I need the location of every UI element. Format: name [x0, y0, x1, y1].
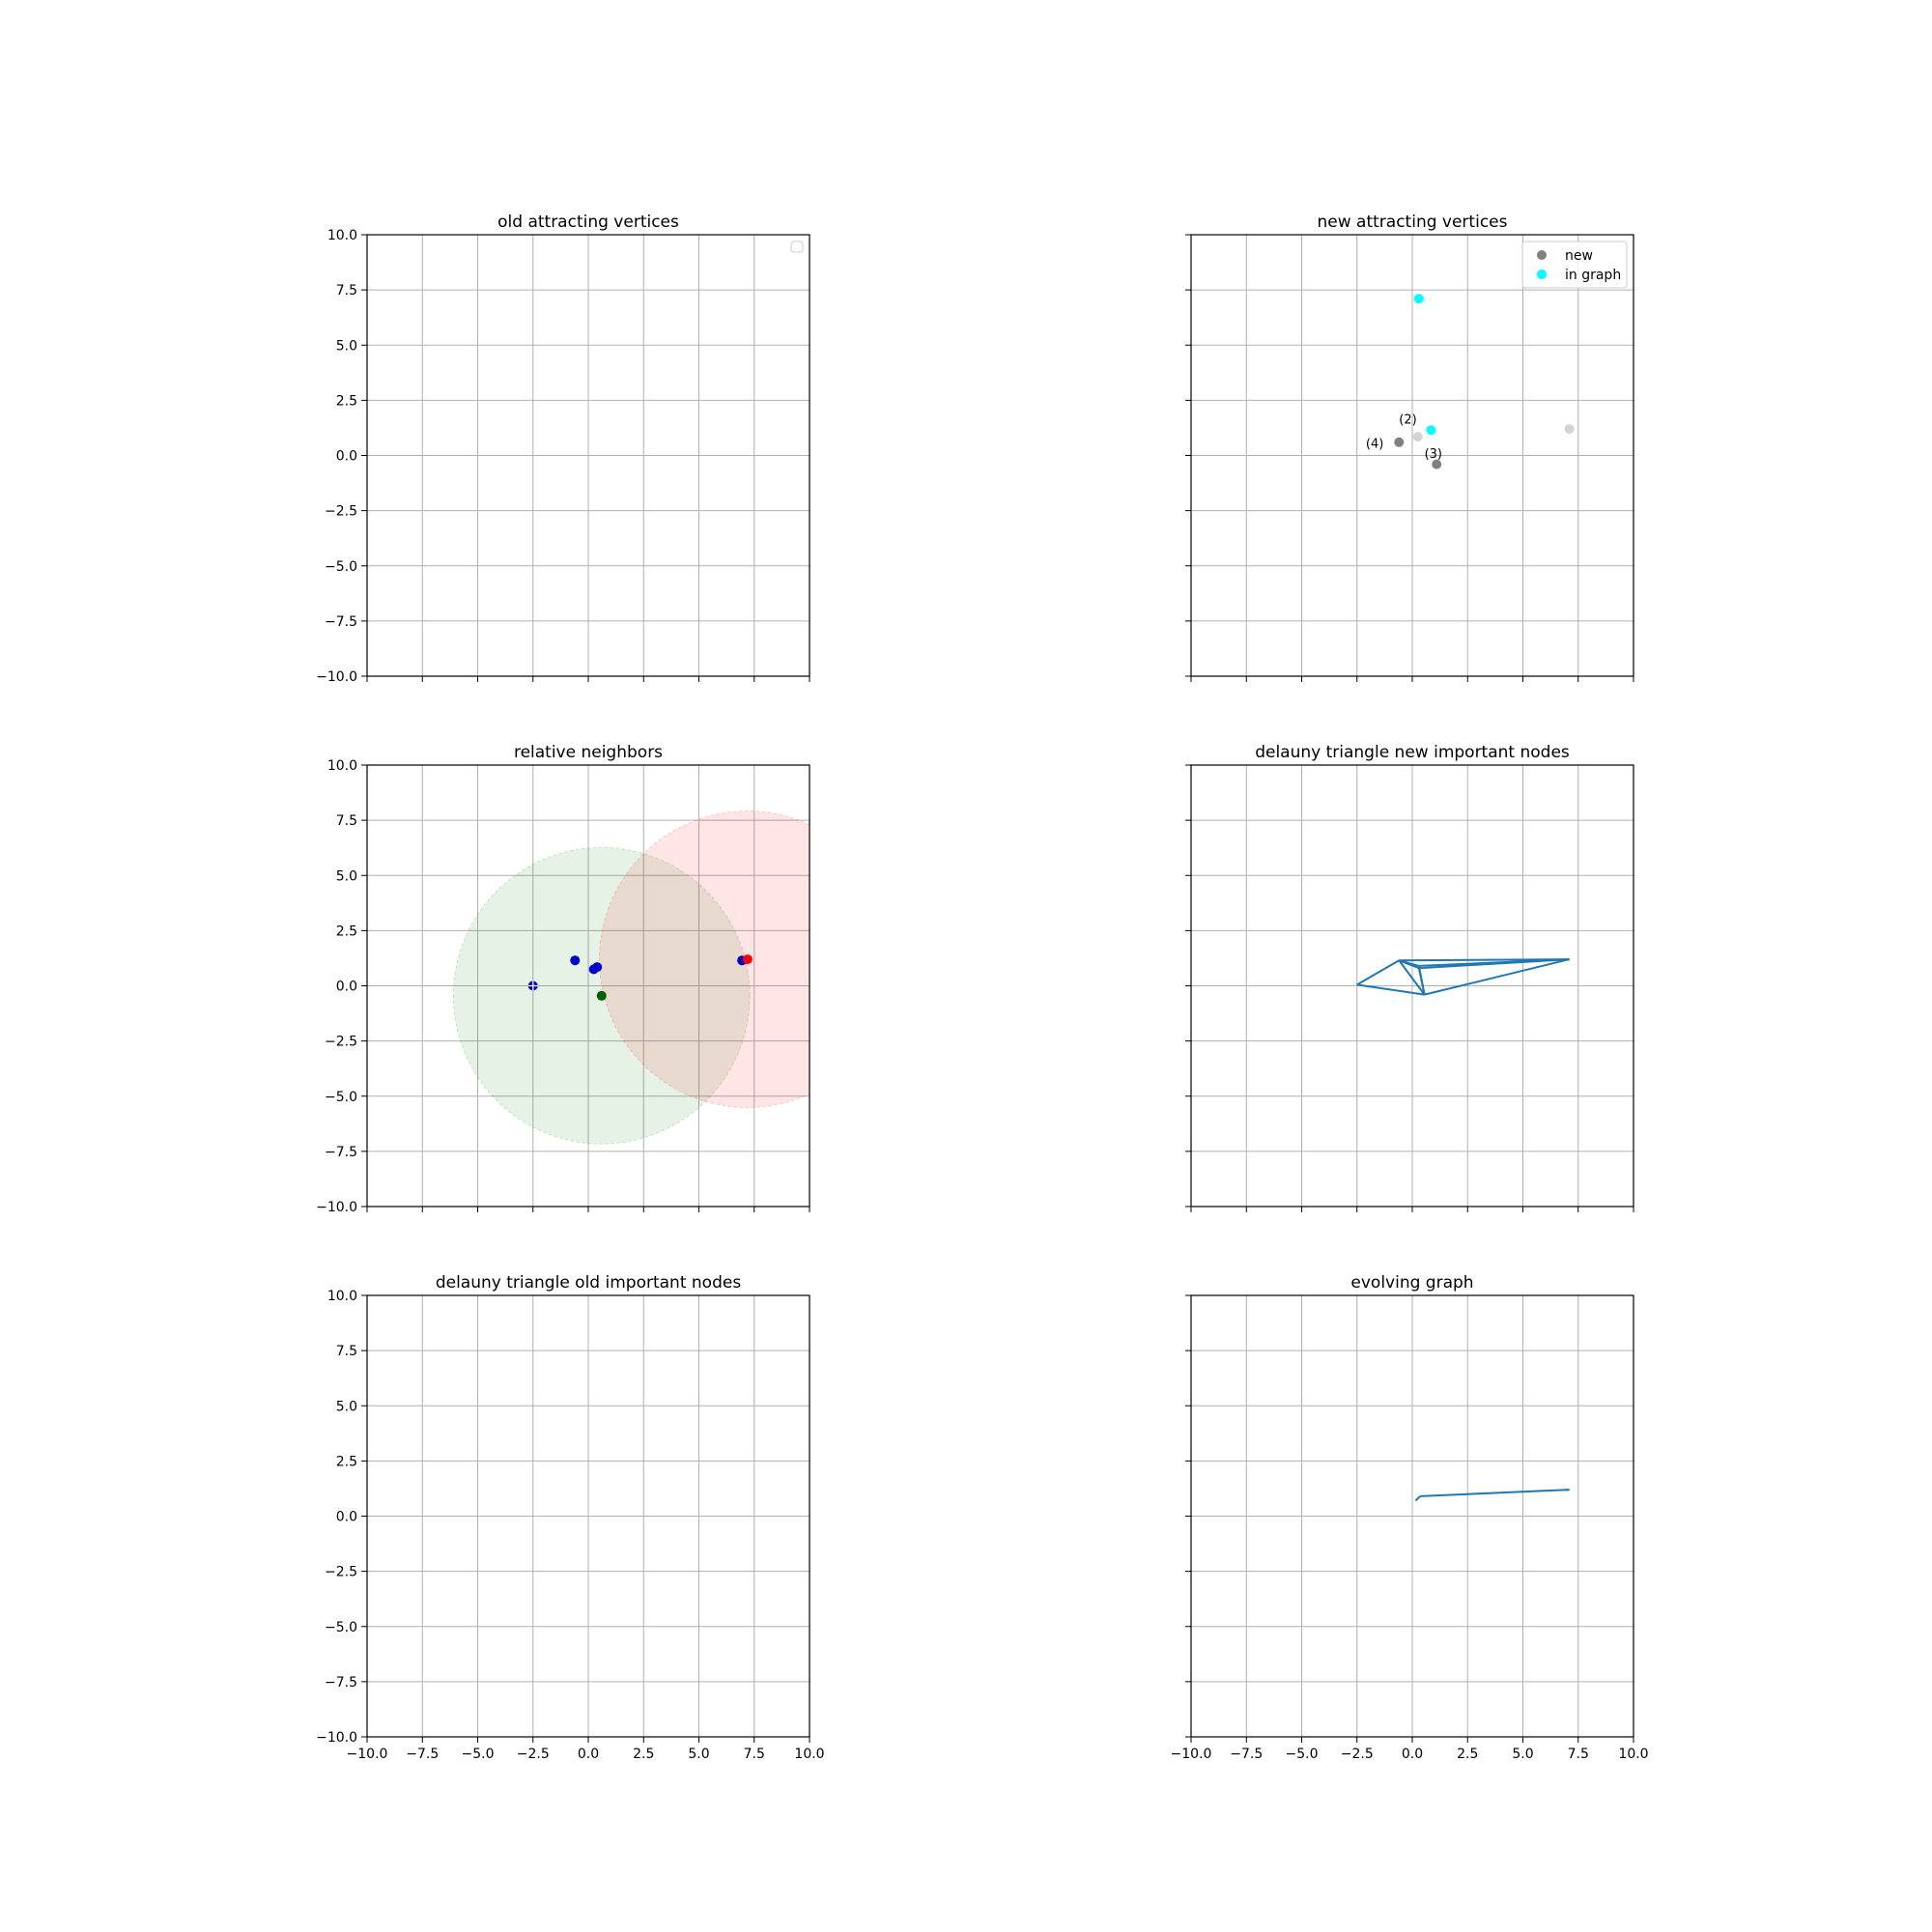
y-tick-label: −10.0 [316, 1730, 357, 1746]
x-tick-label: −10.0 [347, 1747, 388, 1762]
y-tick-label: −7.5 [325, 614, 357, 630]
y-tick-label: 0.0 [336, 980, 357, 995]
x-tick-label: 0.0 [578, 1747, 599, 1762]
legend: new in graph [1521, 241, 1628, 289]
edge-line [1414, 1495, 1421, 1502]
edge-line [1417, 965, 1426, 995]
x-tick-label: 7.5 [744, 1747, 765, 1762]
legend-marker [1537, 270, 1547, 279]
x-tick-label: 0.0 [1402, 1747, 1423, 1762]
y-tick-label: 7.5 [336, 283, 357, 298]
legend-marker [1537, 250, 1547, 260]
y-tick-label: −2.5 [325, 504, 357, 520]
point-annotation: (4) [1366, 438, 1383, 452]
legend-label: in graph [1565, 268, 1621, 283]
data-point [596, 990, 607, 1001]
y-tick-label: −10.0 [316, 1200, 357, 1215]
legend-box [1521, 241, 1628, 289]
edge-line [1356, 959, 1400, 986]
y-tick-label: 2.5 [336, 1454, 357, 1469]
y-tick-label: 5.0 [336, 868, 357, 884]
x-tick-label: −5.0 [462, 1747, 495, 1762]
y-tick-label: 7.5 [336, 1344, 357, 1359]
plot-area [1356, 958, 1570, 996]
data-point [1564, 424, 1575, 435]
y-tick-label: 2.5 [336, 923, 357, 939]
data-point [1432, 459, 1442, 469]
y-tick-label: −7.5 [325, 1675, 357, 1690]
x-tick-label: −2.5 [517, 1747, 550, 1762]
x-tick-label: −2.5 [1341, 1747, 1374, 1762]
data-point [1413, 294, 1424, 304]
plot-area [1394, 294, 1575, 469]
edge-line [1424, 958, 1570, 996]
x-tick-label: 10.0 [794, 1747, 824, 1762]
y-tick-label: −2.5 [325, 1565, 357, 1580]
y-tick-label: 2.5 [336, 393, 357, 409]
chart-delauny_new: delauny triangle new important nodes [1185, 743, 1634, 1212]
x-tick-label: 10.0 [1618, 1747, 1648, 1762]
y-tick-label: 5.0 [336, 338, 357, 354]
chart-title: delauny triangle old important nodes [436, 1273, 741, 1293]
y-tick-label: 5.0 [336, 1399, 357, 1414]
x-tick-label: 7.5 [1568, 1747, 1589, 1762]
x-tick-label: −5.0 [1286, 1747, 1319, 1762]
y-tick-label: −7.5 [325, 1145, 357, 1160]
point-annotation: (3) [1425, 447, 1442, 462]
chart-title: new attracting vertices [1318, 213, 1508, 232]
y-tick-label: −10.0 [316, 669, 357, 685]
chart-title: old attracting vertices [497, 213, 679, 232]
y-tick-label: −5.0 [325, 1620, 357, 1635]
x-tick-label: 5.0 [1512, 1747, 1533, 1762]
x-tick-label: −10.0 [1171, 1747, 1212, 1762]
y-tick-label: −5.0 [325, 559, 357, 575]
chart-old_attracting_vertices: −10.0 −7.5 −5.0 −2.5 0.0 2.5 5.0 7.5 10.0 old att… [316, 213, 810, 685]
edge-line [1419, 1489, 1570, 1497]
edge-line [1356, 983, 1425, 996]
data-point [1412, 432, 1423, 442]
y-tick-label: 10.0 [327, 1289, 357, 1304]
y-tick-label: −5.0 [325, 1090, 357, 1105]
chart-relative_neighbors: −10.0 −7.5 −5.0 −2.5 0.0 2.5 5.0 7.5 10.0 relativ… [316, 743, 810, 1215]
region-circle [598, 810, 810, 1108]
legend-label: new [1565, 248, 1593, 264]
chart-evolving_graph: −10.0 −7.5 −5.0 −2.5 0.0 2.5 5.0 7.5 10.0 evolvin… [1171, 1273, 1649, 1762]
data-point [1394, 437, 1405, 447]
chart-new_attracting_vertices: (2) (4) (3) new attracting vertices new in gr… [1185, 213, 1634, 682]
y-tick-label: 10.0 [327, 758, 357, 774]
legend-box [790, 241, 804, 253]
plot-area [1414, 1489, 1570, 1502]
chart-title: relative neighbors [514, 743, 663, 762]
edge-line [1398, 959, 1426, 996]
x-tick-label: 2.5 [633, 1747, 654, 1762]
y-tick-label: 7.5 [336, 813, 357, 829]
y-tick-label: 0.0 [336, 1510, 357, 1525]
y-tick-label: −2.5 [325, 1035, 357, 1050]
data-point [742, 954, 753, 965]
x-tick-label: 5.0 [688, 1747, 709, 1762]
x-tick-label: −7.5 [1230, 1747, 1263, 1762]
edge-line [1399, 958, 1570, 962]
plot-area [452, 810, 810, 1145]
x-tick-label: −7.5 [406, 1747, 439, 1762]
chart-title: evolving graph [1350, 1273, 1473, 1293]
data-point [592, 962, 603, 973]
chart-title: delauny triangle new important nodes [1255, 743, 1570, 762]
data-point [570, 955, 581, 966]
y-tick-label: 0.0 [336, 449, 357, 465]
legend [790, 241, 804, 253]
point-annotation: (2) [1399, 412, 1416, 427]
chart-delauny_old: −10.0 −7.5 −5.0 −2.5 0.0 2.5 5.0 7.5 10.0 −10.0 −7… [316, 1273, 824, 1762]
data-point [1426, 425, 1436, 436]
x-tick-label: 2.5 [1457, 1747, 1478, 1762]
edge-line [1418, 958, 1570, 970]
y-tick-label: 10.0 [327, 228, 357, 243]
